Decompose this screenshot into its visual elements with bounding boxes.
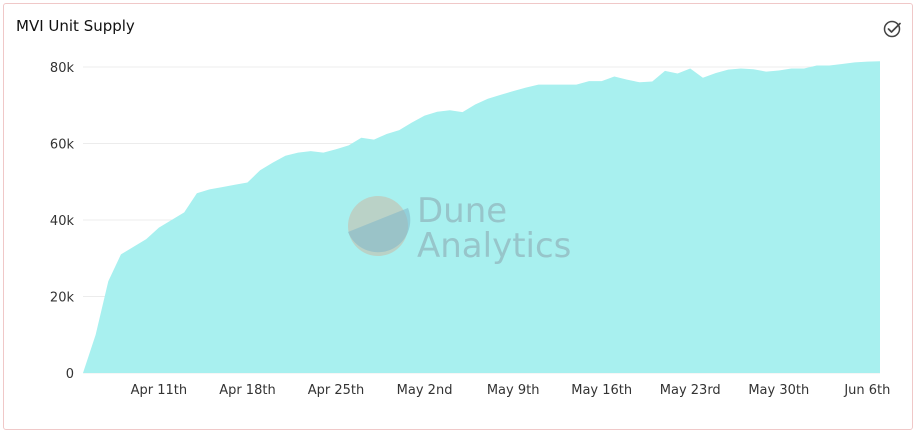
- series-area: [83, 61, 880, 373]
- x-tick-label: Apr 18th: [219, 383, 276, 398]
- check-circle-icon[interactable]: [882, 18, 904, 40]
- x-tick-label: May 30th: [748, 383, 809, 398]
- watermark: Dune Analytics: [348, 191, 571, 266]
- series-area-path: [83, 61, 880, 373]
- x-tick-label: May 16th: [571, 383, 632, 398]
- watermark-line1: Dune: [417, 191, 507, 231]
- x-tick-label: May 9th: [487, 383, 540, 398]
- x-tick-label: Apr 11th: [131, 383, 188, 398]
- x-tick-label: Apr 25th: [308, 383, 365, 398]
- y-tick-label: 80k: [50, 61, 75, 76]
- dune-logo-icon: [348, 196, 411, 256]
- x-tick-label: May 23rd: [660, 383, 721, 398]
- x-tick-label: May 2nd: [397, 383, 453, 398]
- y-tick-label: 40k: [50, 214, 75, 229]
- x-axis: Apr 11th Apr 18th Apr 25th May 2nd May 9th Ma…: [131, 383, 891, 398]
- watermark-line2: Analytics: [417, 226, 571, 266]
- y-tick-label: 20k: [50, 291, 75, 306]
- x-tick-label: Jun 6th: [843, 383, 890, 398]
- y-tick-label: 0: [66, 367, 74, 382]
- y-axis: 0 20k 40k 60k 80k: [50, 61, 75, 382]
- chart-title: MVI Unit Supply: [16, 17, 135, 35]
- y-tick-label: 60k: [50, 138, 75, 153]
